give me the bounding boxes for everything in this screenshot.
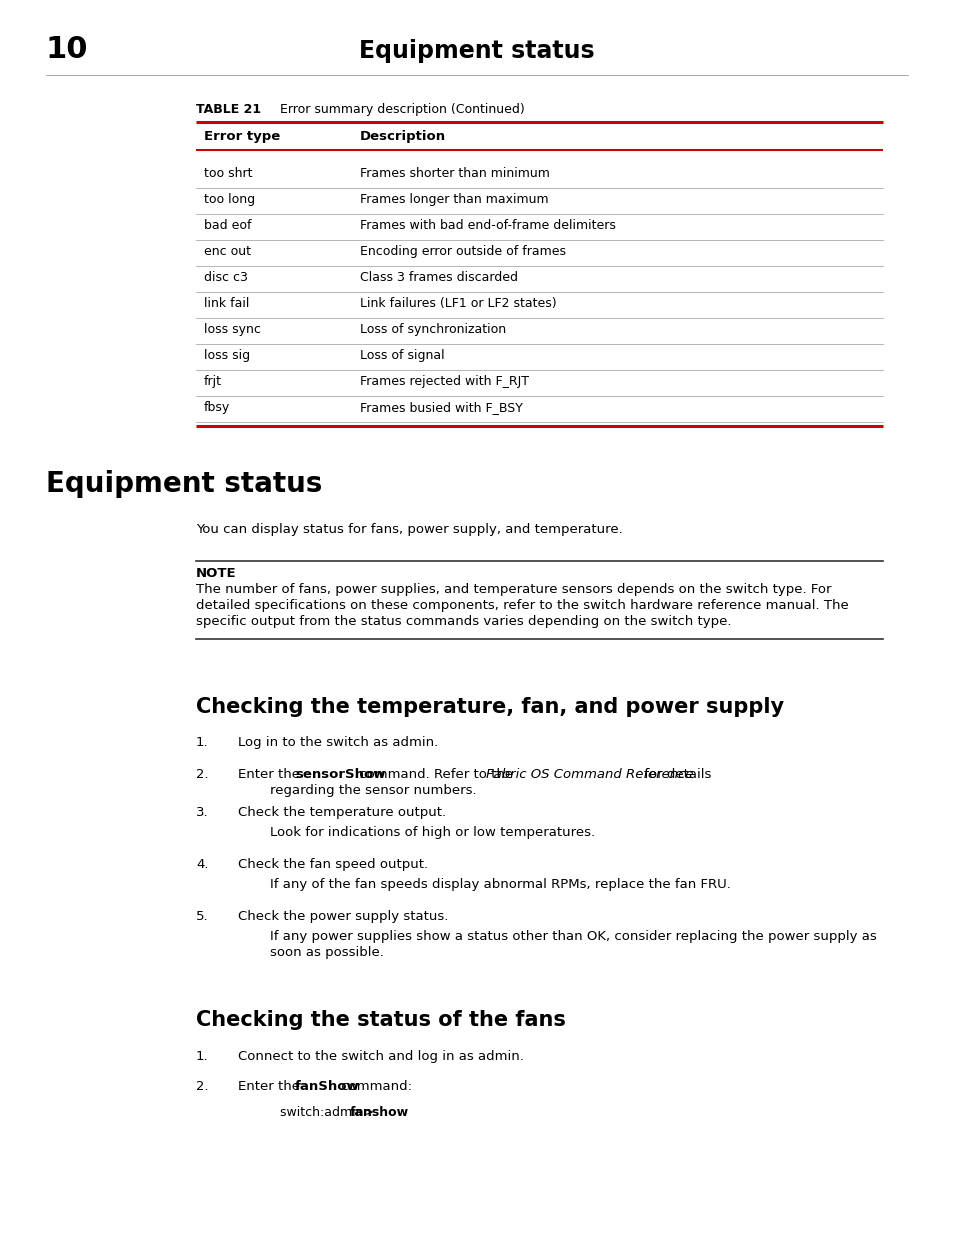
Text: Encoding error outside of frames: Encoding error outside of frames	[359, 245, 565, 258]
Text: disc c3: disc c3	[204, 270, 248, 284]
Text: Description: Description	[359, 130, 446, 143]
Text: TABLE 21: TABLE 21	[195, 103, 261, 116]
Text: Check the power supply status.: Check the power supply status.	[237, 910, 448, 923]
Text: 2.: 2.	[195, 768, 209, 781]
Text: Enter the: Enter the	[237, 1079, 304, 1093]
Text: Frames with bad end-of-frame delimiters: Frames with bad end-of-frame delimiters	[359, 219, 616, 232]
Text: 2.: 2.	[195, 1079, 209, 1093]
Text: Error type: Error type	[204, 130, 280, 143]
Text: 5.: 5.	[195, 910, 209, 923]
Text: Frames rejected with F_RJT: Frames rejected with F_RJT	[359, 375, 529, 388]
Text: Connect to the switch and log in as admin.: Connect to the switch and log in as admi…	[237, 1050, 523, 1063]
Text: The number of fans, power supplies, and temperature sensors depends on the switc: The number of fans, power supplies, and …	[195, 583, 831, 597]
Text: Enter the: Enter the	[237, 768, 304, 781]
Text: switch:admin>: switch:admin>	[280, 1107, 377, 1119]
Text: Checking the status of the fans: Checking the status of the fans	[195, 1010, 565, 1030]
Text: Check the temperature output.: Check the temperature output.	[237, 806, 446, 819]
Text: 10: 10	[46, 35, 89, 64]
Text: Log in to the switch as admin.: Log in to the switch as admin.	[237, 736, 437, 748]
Text: Fabric OS Command Reference: Fabric OS Command Reference	[485, 768, 693, 781]
Text: Error summary description (Continued): Error summary description (Continued)	[280, 103, 524, 116]
Text: You can display status for fans, power supply, and temperature.: You can display status for fans, power s…	[195, 522, 622, 536]
Text: fbsy: fbsy	[204, 401, 230, 414]
Text: 4.: 4.	[195, 858, 209, 871]
Text: sensorShow: sensorShow	[294, 768, 385, 781]
Text: bad eof: bad eof	[204, 219, 252, 232]
Text: 1.: 1.	[195, 736, 209, 748]
Text: NOTE: NOTE	[195, 567, 236, 580]
Text: fanShow: fanShow	[294, 1079, 359, 1093]
Text: 3.: 3.	[195, 806, 209, 819]
Text: specific output from the status commands varies depending on the switch type.: specific output from the status commands…	[195, 615, 731, 629]
Text: too shrt: too shrt	[204, 167, 253, 180]
Text: loss sig: loss sig	[204, 350, 250, 362]
Text: If any of the fan speeds display abnormal RPMs, replace the fan FRU.: If any of the fan speeds display abnorma…	[270, 878, 730, 890]
Text: link fail: link fail	[204, 296, 249, 310]
Text: command. Refer to the: command. Refer to the	[355, 768, 517, 781]
Text: Loss of synchronization: Loss of synchronization	[359, 324, 506, 336]
Text: Class 3 frames discarded: Class 3 frames discarded	[359, 270, 517, 284]
Text: Equipment status: Equipment status	[46, 471, 322, 498]
Text: Frames longer than maximum: Frames longer than maximum	[359, 193, 548, 206]
Text: Look for indications of high or low temperatures.: Look for indications of high or low temp…	[270, 826, 595, 839]
Text: detailed specifications on these components, refer to the switch hardware refere: detailed specifications on these compone…	[195, 599, 848, 613]
Text: Checking the temperature, fan, and power supply: Checking the temperature, fan, and power…	[195, 697, 783, 718]
Text: loss sync: loss sync	[204, 324, 260, 336]
Text: Check the fan speed output.: Check the fan speed output.	[237, 858, 428, 871]
Text: Frames shorter than minimum: Frames shorter than minimum	[359, 167, 549, 180]
Text: If any power supplies show a status other than OK, consider replacing the power : If any power supplies show a status othe…	[270, 930, 876, 944]
Text: frjt: frjt	[204, 375, 222, 388]
Text: Link failures (LF1 or LF2 states): Link failures (LF1 or LF2 states)	[359, 296, 556, 310]
Text: soon as possible.: soon as possible.	[270, 946, 383, 960]
Text: enc out: enc out	[204, 245, 251, 258]
Text: Equipment status: Equipment status	[359, 40, 594, 63]
Text: regarding the sensor numbers.: regarding the sensor numbers.	[270, 784, 476, 797]
Text: too long: too long	[204, 193, 254, 206]
Text: Frames busied with F_BSY: Frames busied with F_BSY	[359, 401, 522, 414]
Text: command:: command:	[336, 1079, 412, 1093]
Text: 1.: 1.	[195, 1050, 209, 1063]
Text: Loss of signal: Loss of signal	[359, 350, 444, 362]
Text: for details: for details	[639, 768, 711, 781]
Text: fanshow: fanshow	[349, 1107, 408, 1119]
